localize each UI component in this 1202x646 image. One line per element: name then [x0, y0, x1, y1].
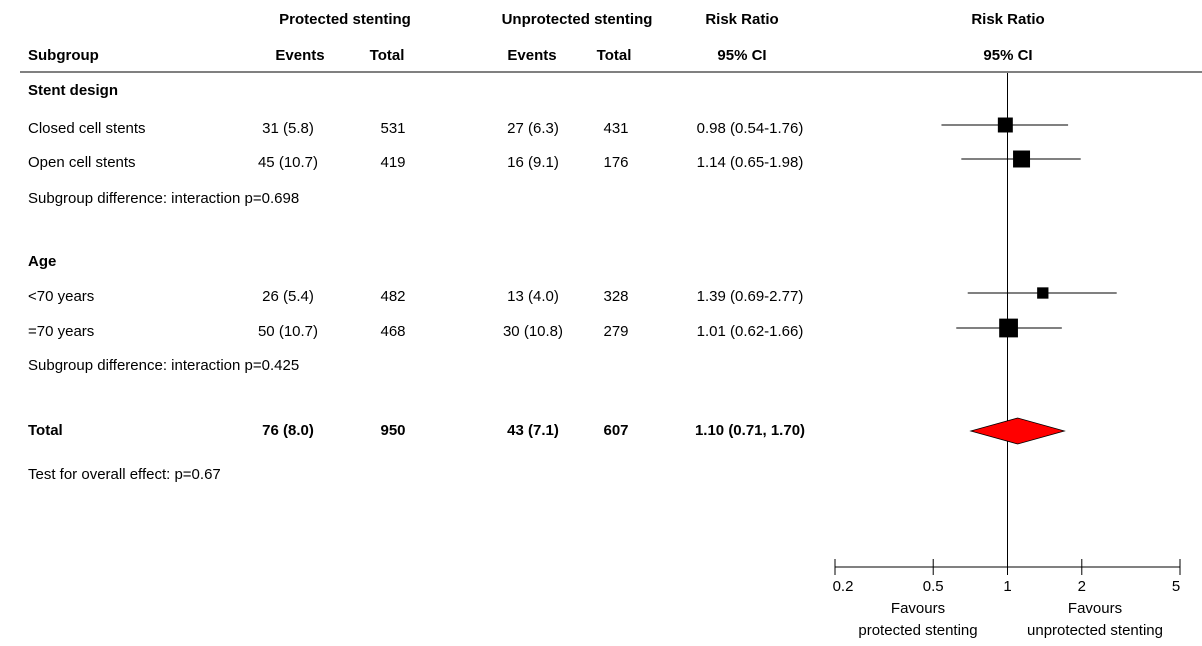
column-header: 95% CI	[717, 47, 766, 64]
x-tick-label: 0.5	[923, 578, 944, 595]
cell: 0.98 (0.54-1.76)	[697, 120, 804, 137]
cell: 431	[603, 120, 628, 137]
x-tick-label: 5	[1172, 578, 1180, 595]
row-label: <70 years	[28, 288, 94, 305]
row-label: =70 years	[28, 323, 94, 340]
cell: 30 (10.8)	[503, 323, 563, 340]
cell: 1.10 (0.71, 1.70)	[695, 422, 805, 439]
row-label: Subgroup difference: interaction p=0.698	[28, 190, 299, 207]
cell: 328	[603, 288, 628, 305]
cell: 607	[603, 422, 628, 439]
x-axis-label: protected stenting	[858, 622, 977, 639]
summary-diamond	[969, 417, 1066, 445]
x-tick-label: 1	[1003, 578, 1011, 595]
column-header: Events	[275, 47, 324, 64]
row-label: Test for overall effect: p=0.67	[28, 466, 221, 483]
cell: 45 (10.7)	[258, 154, 318, 171]
x-axis-label: Favours	[1068, 600, 1122, 617]
cell: 482	[380, 288, 405, 305]
row-label: Open cell stents	[28, 154, 136, 171]
estimate-marker	[1037, 287, 1049, 299]
cell: 31 (5.8)	[262, 120, 314, 137]
x-tick-label: 2	[1078, 578, 1086, 595]
cell: 13 (4.0)	[507, 288, 559, 305]
row-label: Total	[28, 422, 63, 439]
group-header: Risk Ratio	[705, 11, 778, 28]
group-header: Risk Ratio	[971, 11, 1044, 28]
cell: 50 (10.7)	[258, 323, 318, 340]
x-axis-label: Favours	[891, 600, 945, 617]
cell: 27 (6.3)	[507, 120, 559, 137]
group-header: Protected stenting	[279, 11, 411, 28]
estimate-marker	[1013, 150, 1031, 168]
row-label: Subgroup difference: interaction p=0.425	[28, 357, 299, 374]
column-header: Total	[597, 47, 632, 64]
row-label: Stent design	[28, 82, 118, 99]
cell: 531	[380, 120, 405, 137]
cell: 43 (7.1)	[507, 422, 559, 439]
row-label: Closed cell stents	[28, 120, 146, 137]
cell: 1.01 (0.62-1.66)	[697, 323, 804, 340]
column-header: Total	[370, 47, 405, 64]
cell: 26 (5.4)	[262, 288, 314, 305]
cell: 76 (8.0)	[262, 422, 314, 439]
cell: 950	[380, 422, 405, 439]
cell: 176	[603, 154, 628, 171]
cell: 1.14 (0.65-1.98)	[697, 154, 804, 171]
x-axis-label: unprotected stenting	[1027, 622, 1163, 639]
row-label: Age	[28, 253, 56, 270]
x-tick-label: 0.2	[833, 578, 854, 595]
column-header: 95% CI	[983, 47, 1032, 64]
cell: 468	[380, 323, 405, 340]
cell: 419	[380, 154, 405, 171]
group-header: Unprotected stenting	[502, 11, 653, 28]
estimate-marker	[997, 117, 1013, 133]
cell: 16 (9.1)	[507, 154, 559, 171]
cell: 279	[603, 323, 628, 340]
estimate-marker	[999, 318, 1018, 338]
column-header: Events	[507, 47, 556, 64]
cell: 1.39 (0.69-2.77)	[697, 288, 804, 305]
column-header: Subgroup	[28, 47, 99, 64]
